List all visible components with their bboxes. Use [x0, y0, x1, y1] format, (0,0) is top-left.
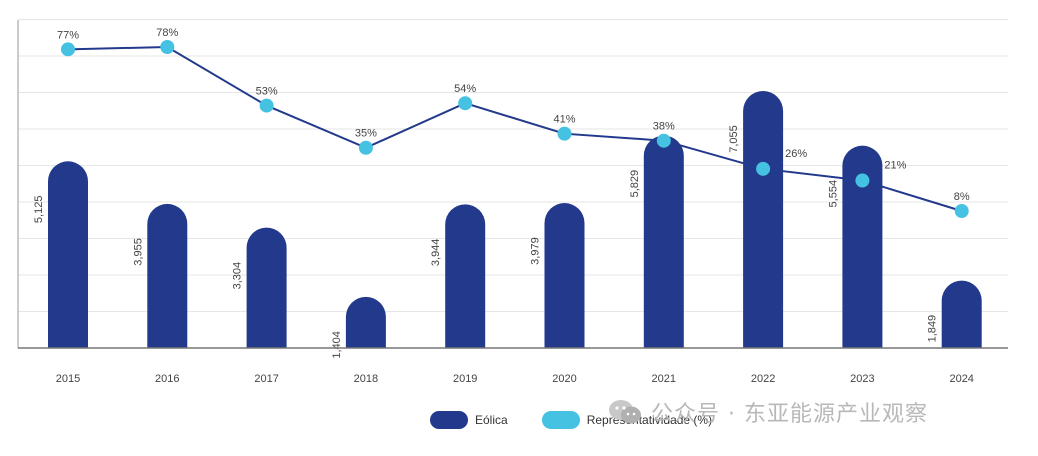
x-tick-2024: 2024	[949, 373, 973, 385]
point-value-label: 38%	[653, 121, 675, 133]
x-tick-2021: 2021	[652, 373, 676, 385]
bar-2019	[445, 204, 486, 348]
x-tick-2015: 2015	[56, 373, 80, 385]
x-tick-labels: 2015 2016 2017 2018 2019 2020 2021 2022 2023 2024	[56, 373, 974, 385]
x-tick-2020: 2020	[552, 373, 576, 385]
point-value-label: 21%	[884, 160, 906, 172]
x-tick-2018: 2018	[354, 373, 378, 385]
x-tick-2019: 2019	[453, 373, 477, 385]
point-2019	[458, 96, 473, 111]
point-value-label: 78%	[156, 27, 178, 39]
point-value-label: 26%	[785, 148, 807, 160]
bar-2017	[246, 227, 287, 348]
x-tick-2017: 2017	[254, 373, 278, 385]
watermark-text: 公众号 · 东亚能源产业观察	[651, 402, 928, 427]
point-value-label: 41%	[553, 114, 575, 126]
point-2018	[358, 140, 373, 155]
legend-swatch-eolica	[430, 411, 468, 429]
bar-2023	[842, 145, 883, 348]
bar-value-label: 5,554	[827, 180, 839, 208]
bar-2015	[48, 161, 88, 348]
point-2017	[259, 98, 274, 113]
point-value-label: 54%	[454, 83, 476, 95]
bar-value-label: 3,979	[530, 237, 542, 265]
bar-2022	[743, 91, 784, 348]
point-2023	[855, 173, 870, 188]
bar-value-label: 5,125	[33, 196, 45, 224]
bar-value-label: 3,304	[232, 262, 244, 290]
bar-value-label: 1,849	[927, 315, 939, 343]
line-points	[61, 40, 969, 218]
bar-2016	[147, 203, 188, 348]
bar-series	[48, 91, 982, 348]
axes	[17, 20, 1008, 349]
point-labels: 77% 78% 53% 35% 54% 41% 38% 26% 21% 8%	[57, 27, 970, 203]
bar-value-label: 7,055	[728, 125, 740, 153]
legend-swatch-representatividade	[541, 411, 580, 429]
point-2015	[61, 42, 75, 57]
bar-2024	[941, 280, 982, 348]
bar-labels: 5,125 3,955 3,304 1,404 3,944 3,979 5,829 7,055…	[33, 125, 939, 358]
wechat-icon	[609, 400, 641, 424]
line-series	[67, 45, 962, 212]
x-tick-2023: 2023	[850, 373, 874, 385]
point-value-label: 77%	[57, 29, 79, 41]
point-2016	[160, 40, 175, 54]
point-2024	[954, 204, 969, 218]
point-2021	[656, 133, 671, 148]
legend-item-eolica[interactable]: Eólica	[430, 411, 508, 429]
bar-value-label: 5,829	[629, 170, 641, 198]
point-2022	[756, 161, 771, 176]
bar-value-label: 3,944	[430, 239, 442, 267]
legend-label-eolica: Eólica	[475, 413, 508, 427]
bar-value-label: 3,955	[132, 238, 144, 266]
bar-2021	[643, 135, 684, 348]
bar-2020	[544, 203, 585, 348]
x-tick-2016: 2016	[155, 373, 179, 385]
point-value-label: 53%	[256, 86, 278, 98]
point-value-label: 8%	[954, 191, 970, 203]
point-value-label: 35%	[355, 128, 377, 140]
bar-value-label: 1,404	[331, 331, 343, 359]
line-path	[67, 45, 962, 212]
point-2020	[557, 126, 572, 141]
bar-2018	[345, 296, 386, 348]
watermark: 公众号 · 东亚能源产业观察	[607, 396, 928, 428]
x-tick-2022: 2022	[751, 373, 775, 385]
